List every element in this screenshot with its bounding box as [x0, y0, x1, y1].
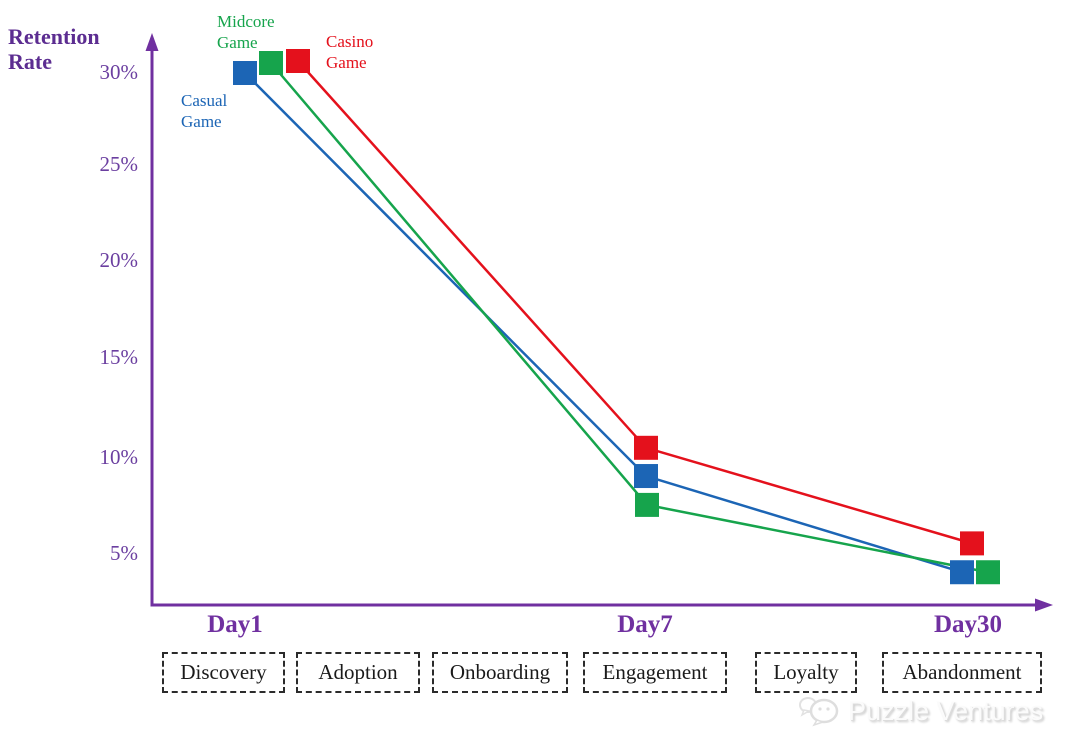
marker-casino-game-day1: [286, 49, 310, 73]
funnel-box-onboarding: Onboarding: [432, 652, 568, 693]
marker-casino-game-day7: [634, 435, 658, 460]
marker-midcore-game-day30: [976, 560, 1000, 585]
y-tick-label-10: 10%: [99, 445, 139, 469]
y-axis-title: Retention Rate: [8, 24, 100, 74]
y-tick-label-25: 25%: [99, 152, 139, 176]
marker-midcore-game-day7: [635, 492, 659, 517]
marker-casual-game-day1: [233, 61, 257, 85]
marker-casino-game-day30: [960, 531, 984, 556]
y-tick-label-20: 20%: [99, 248, 139, 272]
x-axis-arrowhead: [1035, 598, 1053, 612]
line-midcore-game: [270, 62, 989, 574]
line-casual-game: [244, 72, 963, 574]
marker-casual-game-day7: [634, 464, 658, 489]
y-tick-label-15: 15%: [99, 345, 139, 369]
series-label-casino-game: Casino Game: [326, 32, 374, 72]
funnel-box-abandonment: Abandonment: [882, 652, 1042, 693]
watermark: Puzzle Ventures: [798, 693, 1043, 729]
chat-bubbles-face-logo-icon: [799, 697, 839, 727]
x-label-day7: Day7: [617, 611, 673, 638]
y-axis-arrowhead: [145, 33, 159, 51]
funnel-box-engagement: Engagement: [583, 652, 727, 693]
y-tick-label-30: 30%: [99, 60, 139, 84]
x-label-day1: Day1: [207, 611, 263, 638]
series-label-casual-game: Casual Game: [181, 91, 228, 131]
funnel-box-loyalty: Loyalty: [755, 652, 857, 693]
marker-casual-game-day30: [950, 560, 974, 585]
marker-midcore-game-day1: [259, 51, 283, 75]
watermark-text: Puzzle Ventures: [848, 695, 1044, 726]
y-tick-label-5: 5%: [110, 541, 138, 565]
funnel-box-discovery: Discovery: [162, 652, 285, 693]
funnel-box-adoption: Adoption: [296, 652, 420, 693]
x-label-day30: Day30: [933, 611, 1003, 638]
series-label-midcore-game: Midcore Game: [217, 12, 275, 52]
